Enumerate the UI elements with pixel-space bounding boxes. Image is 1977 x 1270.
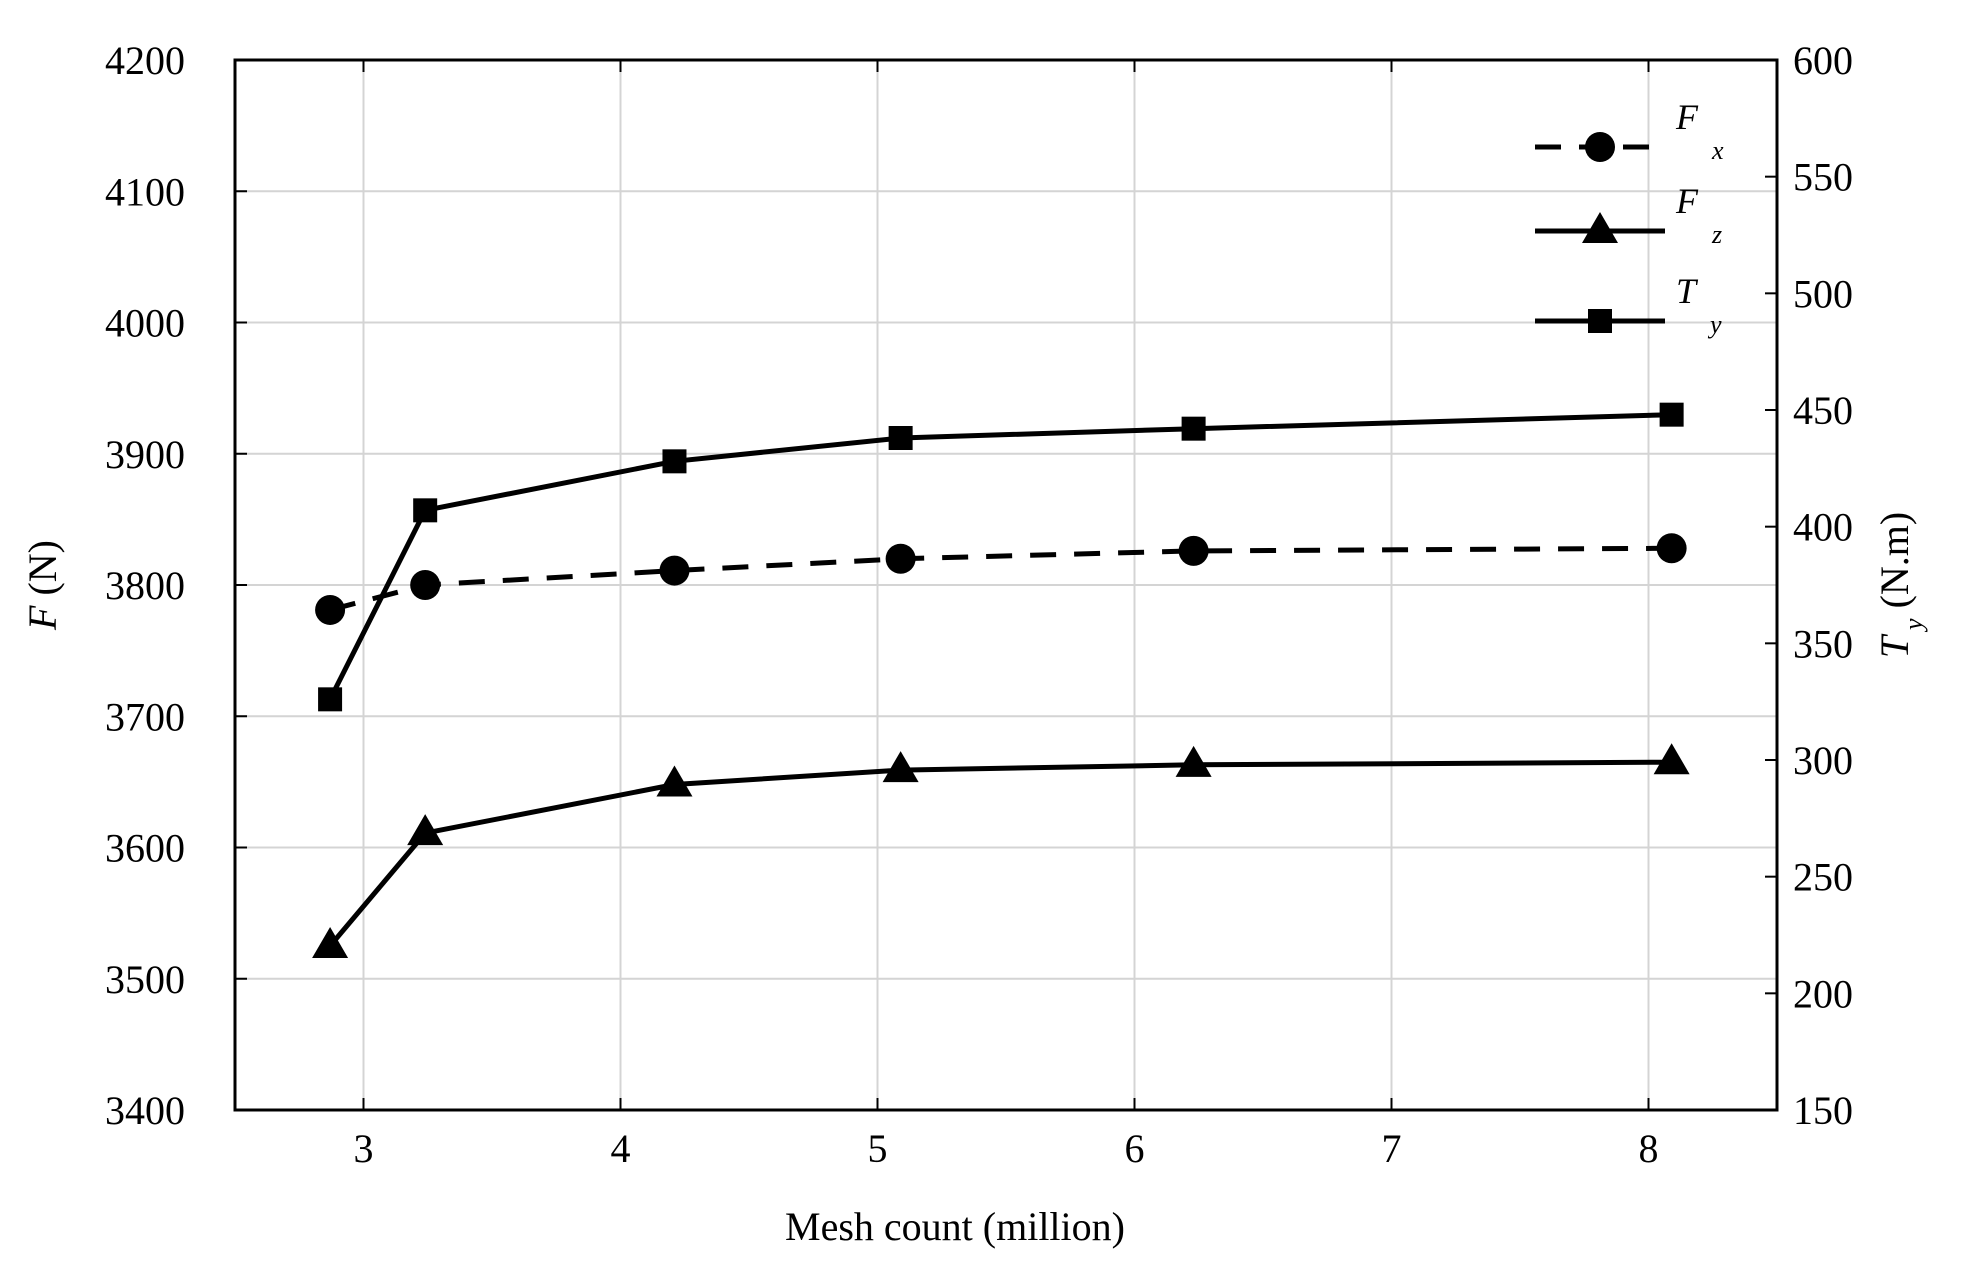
circle-marker <box>885 543 916 574</box>
y-left-tick-label: 3900 <box>105 432 185 477</box>
legend-subscript: x <box>1711 136 1724 165</box>
square-marker <box>1659 402 1684 427</box>
series-line <box>327 412 1672 701</box>
y-axis-left-title: F (N) <box>20 540 65 631</box>
legend-circle-marker <box>1585 132 1615 162</box>
circle-marker <box>659 555 690 586</box>
legend-entry: Fz <box>1535 181 1722 249</box>
y-axis-right-title: Ty (N.m) <box>1872 512 1928 658</box>
circle-marker <box>1656 533 1687 564</box>
triangle-marker <box>1175 745 1212 777</box>
square-marker <box>318 687 343 712</box>
legend-label: Fz <box>1675 181 1722 249</box>
legend-label: Ty <box>1676 271 1722 339</box>
legend-symbol: F <box>1675 97 1699 137</box>
y-left-tick-label: 3800 <box>105 563 185 608</box>
series-t-y <box>318 402 1684 712</box>
y-right-tick-label: 450 <box>1793 388 1853 433</box>
legend-square-marker <box>1588 309 1612 333</box>
y-right-tick-label: 150 <box>1793 1088 1853 1133</box>
triangle-marker <box>407 814 444 846</box>
y-right-tick-label: 200 <box>1793 971 1853 1016</box>
triangle-marker <box>656 765 693 797</box>
series-f-z <box>312 743 1690 958</box>
y-left-symbol: F <box>20 605 65 631</box>
series-f-x <box>315 533 1687 625</box>
x-tick-label: 3 <box>354 1126 374 1171</box>
y-left-tick-label: 3500 <box>105 957 185 1002</box>
circle-marker <box>1178 535 1209 566</box>
svg-text:F(N): F (N) <box>20 540 65 631</box>
square-marker <box>1181 416 1206 441</box>
x-tick-label: 7 <box>1382 1126 1402 1171</box>
x-tick-label: 6 <box>1125 1126 1145 1171</box>
y-right-tick-label: 350 <box>1793 621 1853 666</box>
y-right-unit: (N.m) <box>1872 512 1917 609</box>
axis-ticks: 3 4 5 6 7 8 3400 3500 3600 3700 3800 3900 4000 4100 42… <box>105 38 1853 1171</box>
legend-entry: Fx <box>1535 97 1724 165</box>
y-right-tick-label: 600 <box>1793 38 1853 83</box>
x-tick-label: 5 <box>868 1126 888 1171</box>
circle-marker <box>410 570 441 600</box>
triangle-marker <box>1653 743 1690 775</box>
y-right-tick-label: 550 <box>1793 155 1853 200</box>
square-marker <box>413 498 438 523</box>
y-right-subscript: y <box>1899 618 1928 633</box>
y-left-tick-label: 3700 <box>105 694 185 739</box>
triangle-marker <box>312 926 349 958</box>
grid-lines <box>235 60 1777 1110</box>
svg-text:Ty(N.m): Ty (N.m) <box>1872 512 1928 658</box>
series-line <box>329 545 1672 613</box>
x-axis-title: Mesh count (million) <box>785 1204 1125 1249</box>
y-left-tick-label: 4100 <box>105 169 185 214</box>
y-right-tick-label: 250 <box>1793 855 1853 900</box>
circle-marker <box>315 594 346 625</box>
square-marker <box>662 449 687 474</box>
legend-entry: Ty <box>1535 271 1722 339</box>
x-tick-label: 8 <box>1639 1126 1659 1171</box>
series-layer <box>312 402 1690 958</box>
triangle-marker <box>882 751 919 783</box>
y-left-tick-label: 3600 <box>105 826 185 871</box>
x-tick-label: 4 <box>611 1126 631 1171</box>
square-marker <box>888 426 913 450</box>
y-right-tick-label: 400 <box>1793 505 1853 550</box>
legend-subscript: z <box>1711 220 1722 249</box>
y-right-tick-label: 300 <box>1793 738 1853 783</box>
legend-label: Fx <box>1675 97 1724 165</box>
y-left-unit: (N) <box>20 540 65 596</box>
y-right-tick-label: 500 <box>1793 271 1853 316</box>
y-left-tick-label: 4000 <box>105 301 185 346</box>
legend-symbol: T <box>1676 271 1699 311</box>
y-left-tick-label: 3400 <box>105 1088 185 1133</box>
series-line <box>328 759 1672 948</box>
legend-symbol: F <box>1675 181 1699 221</box>
y-right-symbol: T <box>1872 633 1917 658</box>
legend-triangle-marker <box>1582 212 1618 243</box>
y-left-tick-label: 4200 <box>105 38 185 83</box>
legend-subscript: y <box>1707 310 1722 339</box>
